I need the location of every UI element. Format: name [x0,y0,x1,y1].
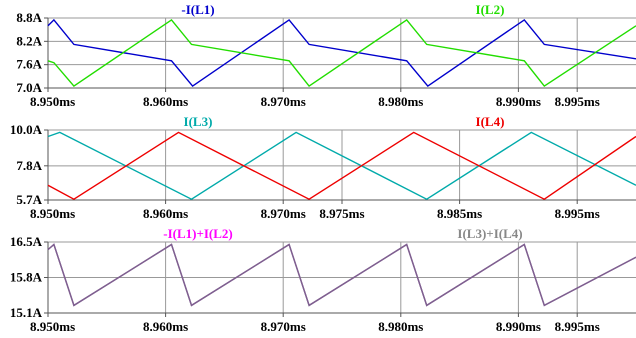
y-tick-label: 5.7A [16,192,42,207]
y-tick-label: 8.8A [16,10,42,25]
y-tick-label: 8.2A [16,33,42,48]
chart-1-svg: 8.8A 8.2A 7.6A 7.0A8.950ms 8.960ms 8.970ms 8.9… [16,2,636,109]
chart-3-svg: 16.5A 15.8A 15.1A8.950ms 8.960ms 8.970ms 8.98… [10,226,636,334]
x-tick-label: 8.970ms [261,206,306,221]
x-tick-label: 8.985ms [437,206,482,221]
x-tick-label: 8.970ms [261,94,306,109]
chart-panel-2: 10.0A 7.8A 5.7A 8.950ms 8.960ms 8.970ms 8.975m… [0,112,636,225]
legend-label: I(L3) [184,114,213,129]
y-tick-label: 10.0A [10,122,43,137]
x-tick-label: 8.950ms [30,94,75,109]
series-line-i-l3-i-l4- [47,243,636,307]
y-tick-label: 16.5A [10,234,43,249]
x-tick-label: 8.975ms [319,206,364,221]
y-tick-label: 7.0A [16,80,42,95]
grid [47,241,636,314]
series-line-i-l2- [47,18,636,88]
y-tick-label: 15.8A [10,270,43,285]
legend-label: -I(L1)+I(L2) [163,226,233,241]
series-line-i-l3- [47,131,636,201]
x-tick-label: 8.980ms [378,94,423,109]
chart-panel-3: 16.5A 15.8A 15.1A 8.950ms 8.960ms 8.970ms 8.98… [0,225,636,338]
y-tick-label: 7.6A [16,57,42,72]
legend-label: I(L4) [476,114,505,129]
x-tick-label: 8.995ms [555,94,600,109]
x-tick-label: 8.970ms [261,319,306,334]
x-tick-label: 8.995ms [555,206,600,221]
grid [47,17,636,89]
series-line--i-l1- [47,18,636,88]
legend-label: I(L3)+I(L4) [457,226,522,241]
x-tick-label: 8.960ms [143,94,188,109]
legend-label: -I(L1) [181,2,214,17]
series-line--i-l1-i-l2- [47,243,636,307]
series-line-i-l4- [47,131,636,201]
x-tick-label: 8.995ms [555,319,600,334]
x-tick-label: 8.990ms [496,94,541,109]
y-tick-label: 7.8A [16,158,42,173]
x-tick-label: 8.960ms [143,319,188,334]
chart-2-svg: 10.0A 7.8A 5.7A8.950ms 8.960ms 8.970ms 8.975m… [10,114,636,221]
chart-panel-1: 8.8A 8.2A 7.6A 7.0A 8.950ms 8.960ms 8.970ms 8.9… [0,0,636,112]
y-tick-label: 15.1A [10,305,43,320]
x-tick-label: 8.950ms [30,319,75,334]
x-tick-label: 8.990ms [496,319,541,334]
x-tick-label: 8.950ms [30,206,75,221]
legend-label: I(L2) [476,2,505,17]
x-tick-label: 8.960ms [143,206,188,221]
x-tick-label: 8.980ms [378,319,423,334]
